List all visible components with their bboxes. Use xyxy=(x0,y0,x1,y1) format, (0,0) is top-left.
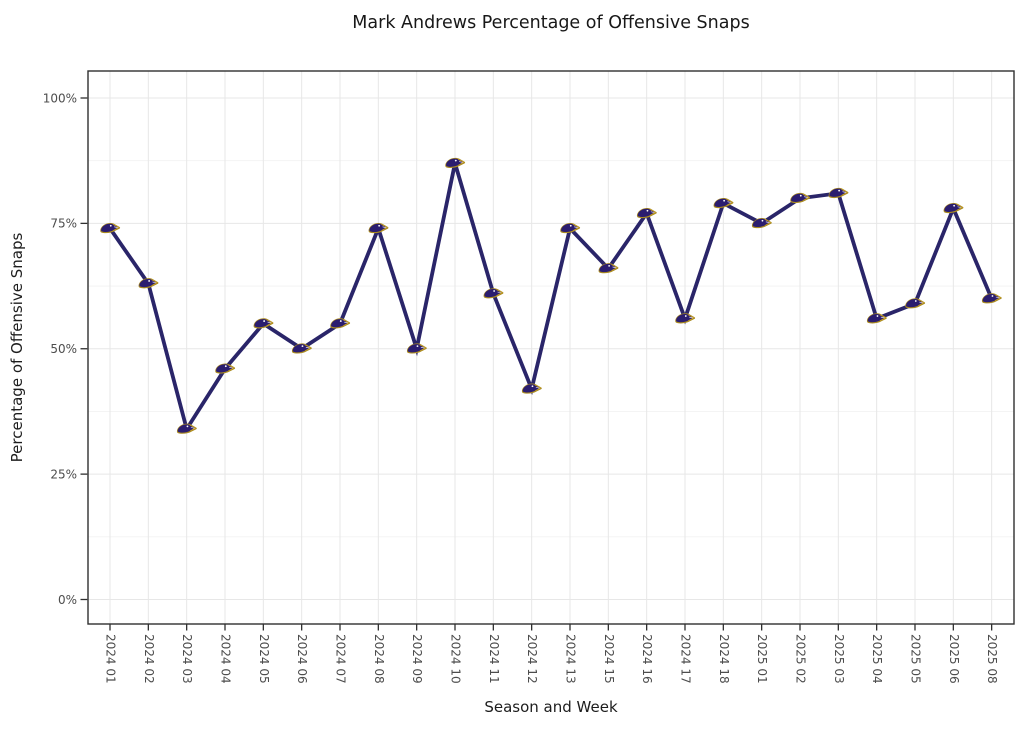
data-series xyxy=(108,162,994,434)
data-point-marker xyxy=(904,297,926,309)
y-tick-label: 100% xyxy=(43,91,77,105)
data-point-marker xyxy=(789,192,811,204)
data-point-marker xyxy=(981,292,1003,304)
data-point-marker xyxy=(406,342,428,355)
data-point-markers xyxy=(99,157,1003,435)
axis-ticks-and-labels: 0% 25% 50% 75% 100% 2024 01 2024 02 2024 03 2024… xyxy=(43,91,999,683)
x-tick-label: 2024 04 xyxy=(218,634,232,684)
data-point-marker xyxy=(214,362,236,375)
x-tick-label: 2025 05 xyxy=(908,634,922,684)
x-tick-label: 2025 03 xyxy=(832,634,846,684)
x-tick-label: 2025 01 xyxy=(755,634,769,684)
x-tick-label: 2024 11 xyxy=(487,634,501,684)
x-tick-label: 2024 06 xyxy=(295,634,309,684)
data-point-marker xyxy=(598,262,619,274)
plot-panel-border xyxy=(87,70,1015,625)
data-point-marker xyxy=(329,317,351,329)
x-tick-label: 2024 13 xyxy=(563,634,577,684)
gridlines xyxy=(88,71,1014,624)
snap-percentage-line xyxy=(108,162,994,434)
data-point-marker xyxy=(99,222,121,234)
data-point-marker xyxy=(559,222,581,234)
x-tick-label: 2024 17 xyxy=(678,634,692,684)
x-tick-label: 2024 18 xyxy=(717,634,731,684)
x-tick-label: 2024 05 xyxy=(257,634,271,684)
data-point-marker xyxy=(674,312,696,324)
data-point-marker xyxy=(368,222,389,234)
x-tick-label: 2024 10 xyxy=(448,634,462,684)
x-tick-label: 2025 06 xyxy=(947,634,961,684)
x-tick-label: 2024 15 xyxy=(602,634,616,684)
data-point-marker xyxy=(176,423,198,435)
x-axis-title: Season and Week xyxy=(484,698,618,716)
y-tick-label: 50% xyxy=(50,342,77,356)
x-tick-label: 2025 04 xyxy=(870,634,884,684)
x-tick-label: 2024 01 xyxy=(104,634,118,684)
y-tick-label: 25% xyxy=(50,467,77,481)
x-tick-label: 2024 12 xyxy=(525,634,539,684)
data-point-marker xyxy=(483,287,504,299)
data-point-marker xyxy=(828,187,849,199)
x-tick-label: 2025 02 xyxy=(793,634,807,684)
y-tick-label: 75% xyxy=(50,217,77,231)
data-point-marker xyxy=(636,207,658,219)
x-tick-label: 2024 03 xyxy=(180,634,194,684)
x-tick-label: 2024 16 xyxy=(640,634,654,684)
data-point-marker xyxy=(943,202,964,214)
x-tick-label: 2024 07 xyxy=(333,634,347,684)
data-point-marker xyxy=(138,277,159,289)
x-tick-label: 2024 09 xyxy=(410,634,424,684)
x-tick-label: 2025 08 xyxy=(985,634,999,684)
data-point-marker xyxy=(521,382,543,395)
x-tick-label: 2024 08 xyxy=(372,634,386,684)
x-tick-label: 2024 02 xyxy=(142,634,156,684)
y-axis-title: Percentage of Offensive Snaps xyxy=(8,232,26,462)
y-tick-label: 0% xyxy=(58,593,77,607)
data-point-marker xyxy=(444,157,466,169)
chart-title: Mark Andrews Percentage of Offensive Sna… xyxy=(352,13,749,33)
